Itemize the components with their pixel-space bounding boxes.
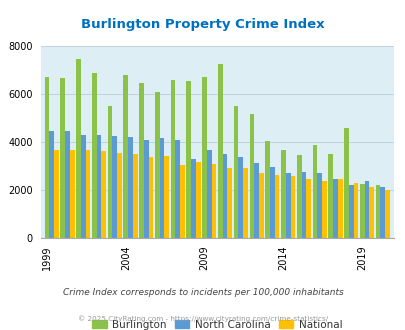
Bar — [65, 131, 70, 238]
Text: Crime Index corresponds to incidents per 100,000 inhabitants: Crime Index corresponds to incidents per… — [62, 287, 343, 297]
Bar — [128, 137, 132, 238]
Bar — [280, 150, 285, 238]
Bar — [301, 172, 305, 238]
Bar — [317, 173, 321, 238]
Bar — [54, 150, 59, 238]
Bar — [305, 179, 310, 238]
Bar — [155, 92, 159, 238]
Bar — [343, 127, 348, 238]
Bar — [312, 146, 317, 238]
Bar — [379, 187, 384, 238]
Bar — [222, 154, 227, 238]
Bar — [123, 75, 128, 238]
Bar — [81, 135, 85, 238]
Bar — [117, 153, 121, 238]
Bar — [211, 164, 216, 238]
Bar — [369, 187, 373, 238]
Bar — [196, 161, 200, 238]
Bar — [254, 163, 258, 238]
Bar — [148, 157, 153, 238]
Bar — [296, 155, 301, 238]
Bar — [264, 141, 269, 238]
Bar — [85, 150, 90, 238]
Bar — [180, 165, 184, 238]
Bar — [364, 181, 369, 238]
Bar — [143, 140, 148, 238]
Bar — [290, 176, 294, 238]
Bar — [337, 179, 342, 238]
Bar — [139, 83, 143, 238]
Bar — [258, 173, 263, 238]
Bar — [175, 140, 180, 238]
Legend: Burlington, North Carolina, National: Burlington, North Carolina, National — [88, 315, 345, 330]
Bar — [186, 81, 191, 238]
Bar — [249, 115, 254, 238]
Bar — [45, 77, 49, 238]
Bar — [384, 190, 389, 238]
Bar — [233, 106, 238, 238]
Bar — [207, 150, 211, 238]
Bar — [217, 64, 222, 238]
Bar — [76, 59, 81, 238]
Bar — [375, 185, 379, 238]
Bar — [269, 167, 274, 238]
Bar — [92, 73, 96, 238]
Bar — [96, 135, 101, 238]
Bar — [328, 154, 332, 238]
Bar — [332, 179, 337, 238]
Bar — [202, 77, 207, 238]
Bar — [243, 168, 247, 238]
Bar — [227, 168, 232, 238]
Bar — [191, 159, 196, 238]
Bar — [353, 182, 358, 238]
Bar — [170, 80, 175, 238]
Bar — [101, 151, 106, 238]
Bar — [238, 157, 243, 238]
Bar — [285, 173, 290, 238]
Bar — [321, 182, 326, 238]
Bar — [60, 79, 65, 238]
Bar — [132, 154, 137, 238]
Bar — [164, 156, 169, 238]
Text: © 2025 CityRating.com - https://www.cityrating.com/crime-statistics/: © 2025 CityRating.com - https://www.city… — [78, 315, 327, 322]
Bar — [49, 131, 54, 238]
Bar — [348, 185, 353, 238]
Text: Burlington Property Crime Index: Burlington Property Crime Index — [81, 18, 324, 31]
Bar — [359, 184, 364, 238]
Bar — [159, 138, 164, 238]
Bar — [112, 136, 117, 238]
Bar — [274, 176, 279, 238]
Bar — [107, 106, 112, 238]
Bar — [70, 150, 75, 238]
